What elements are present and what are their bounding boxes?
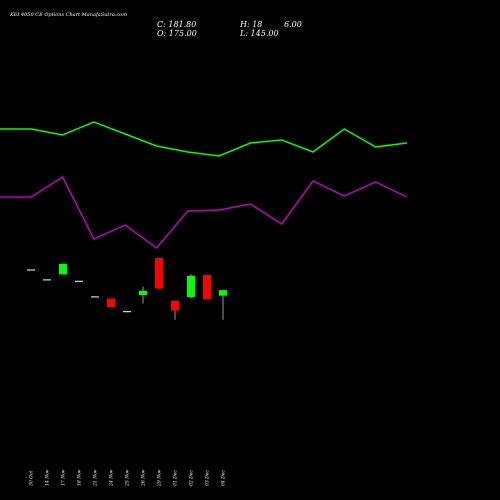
- high-value-tail: 6.00: [284, 20, 302, 29]
- candle-body: [155, 258, 163, 289]
- candle-body: [123, 311, 131, 313]
- candle-body: [171, 300, 179, 311]
- candle-body: [59, 263, 67, 275]
- candle-body: [139, 290, 147, 295]
- candle-body: [43, 279, 51, 281]
- x-tick-label: 30 Oct: [29, 471, 35, 486]
- candle-body: [91, 296, 99, 298]
- x-axis-labels: 30 Oct 14 Nov 17 Nov 18 Nov 21 Nov 24 Nov 25 N…: [29, 469, 227, 487]
- x-tick-label: 01 Dec: [173, 470, 179, 486]
- candle-body: [107, 298, 115, 307]
- x-tick-label: 02 Dec: [189, 470, 195, 486]
- x-tick-label: 03 Dec: [205, 470, 211, 486]
- close-value: C: 181.80: [157, 20, 196, 29]
- x-tick-label: 24 Nov: [109, 469, 115, 487]
- x-tick-label: 26 Nov: [141, 469, 147, 487]
- x-tick-label: 17 Nov: [61, 469, 67, 486]
- candle-body: [75, 280, 83, 282]
- candlestick-series: [27, 258, 227, 320]
- open-value: O: 175.00: [157, 29, 197, 38]
- chart-title: KEI 4050 CE Options Chart ManafaSutra.co…: [9, 12, 127, 18]
- candle-body: [187, 275, 195, 298]
- high-value: H: 18: [239, 20, 262, 29]
- x-tick-label: 29 Nov: [157, 469, 163, 487]
- green-series-line: [0, 121, 407, 157]
- magenta-series-line: [0, 175, 408, 250]
- low-value: L: 145.00: [239, 29, 279, 38]
- candle-body: [219, 290, 227, 296]
- x-tick-label: 04 Dec: [221, 470, 227, 486]
- candle-body: [203, 275, 211, 300]
- x-tick-label: 18 Nov: [77, 469, 83, 486]
- x-tick-label: 21 Nov: [93, 469, 99, 487]
- x-tick-label: 14 Nov: [45, 469, 51, 486]
- candle-body: [27, 269, 35, 271]
- x-tick-label: 25 Nov: [125, 469, 131, 487]
